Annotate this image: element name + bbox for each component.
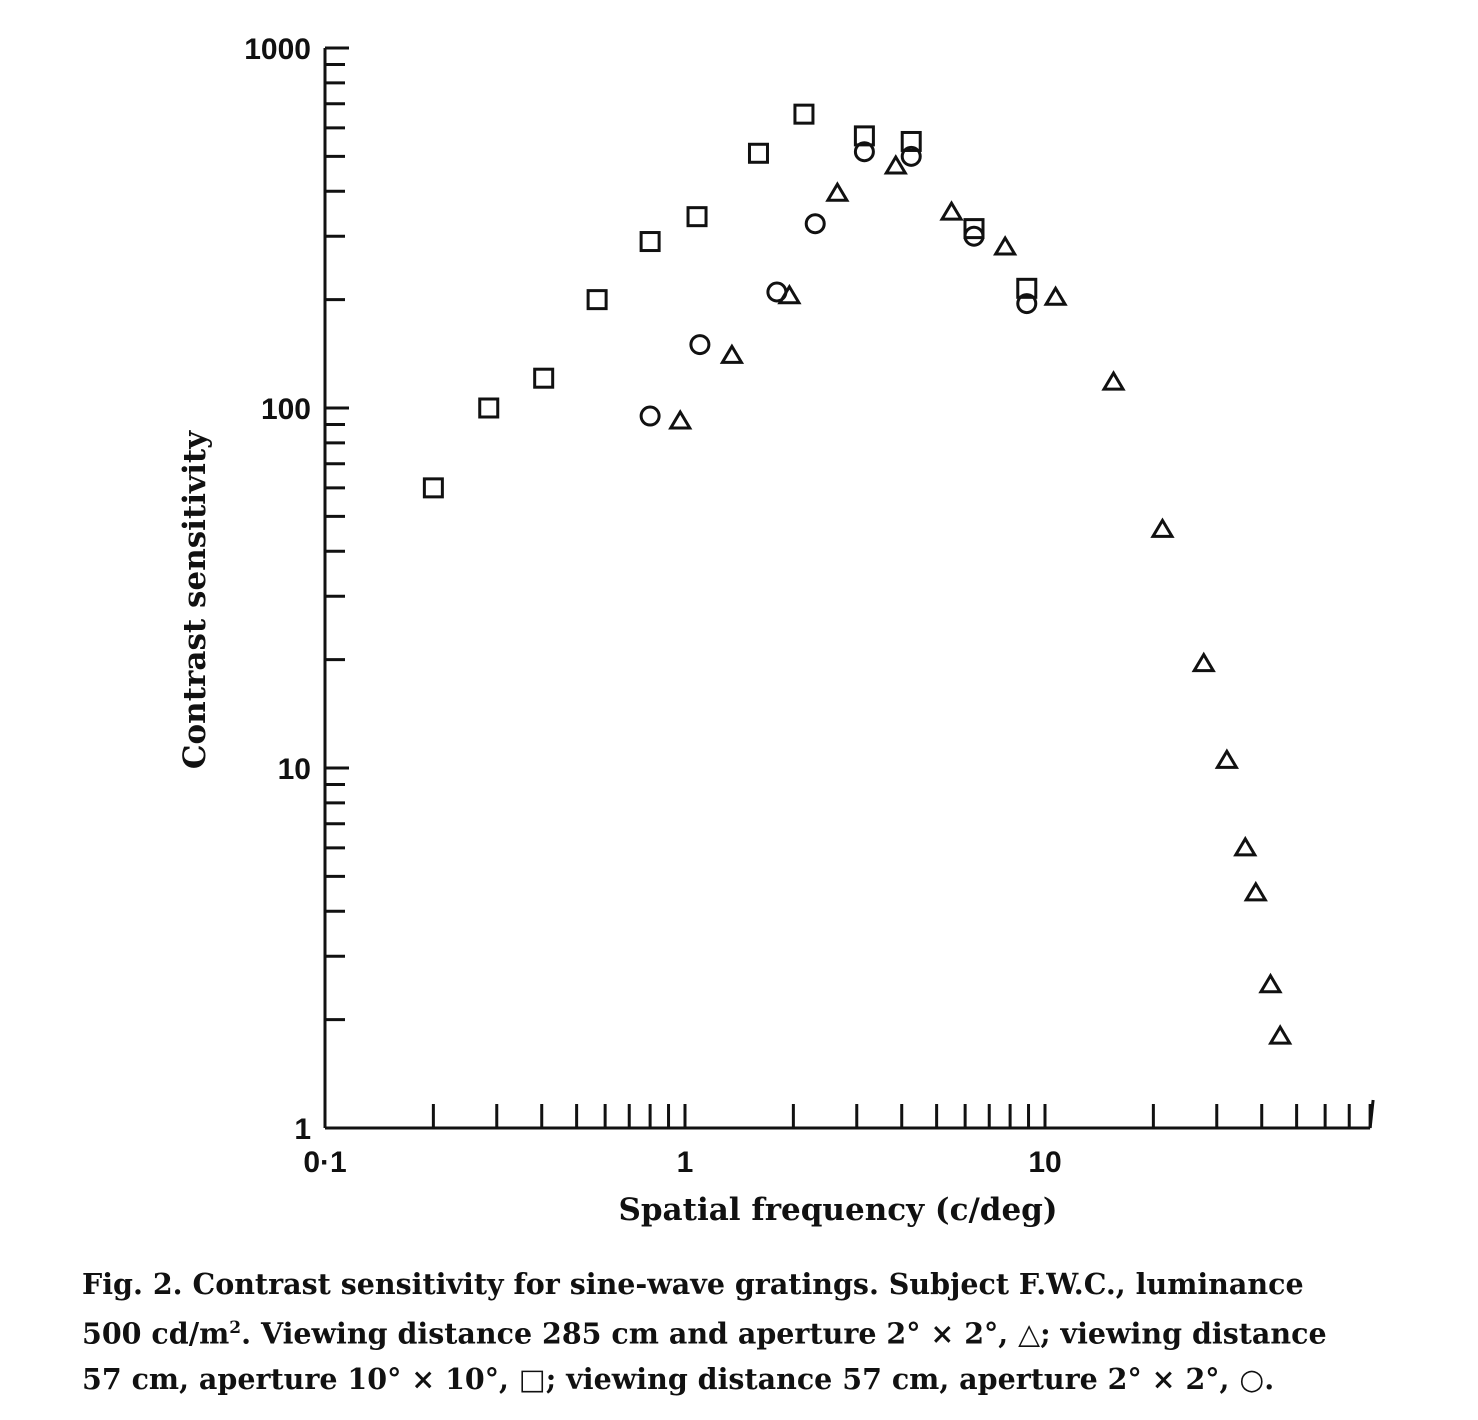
- axes: [323, 48, 1371, 1130]
- square-point: [422, 477, 444, 499]
- square-point: [586, 289, 608, 311]
- circle-point: [1016, 293, 1038, 315]
- triangle-point: [1043, 285, 1068, 306]
- circle-symbol: ○: [1239, 1362, 1265, 1396]
- square-point: [533, 367, 555, 389]
- square-point: [747, 142, 769, 164]
- square-point: [900, 130, 922, 152]
- y-tick-label: 10: [278, 753, 311, 786]
- x-tick: [1368, 1099, 1375, 1129]
- triangle-point: [1191, 651, 1216, 673]
- data-points: [422, 103, 1293, 1045]
- circle-point: [963, 225, 985, 247]
- triangle-point: [1258, 972, 1283, 994]
- y-tick-label: 100: [261, 393, 311, 426]
- x-tick-label: 1: [677, 1146, 694, 1179]
- triangle-point: [1268, 1024, 1293, 1045]
- y-axis-title: Contrast sensitivity: [177, 430, 213, 769]
- circle-point: [900, 145, 922, 167]
- circle-point: [804, 213, 826, 235]
- caption-text: 500 cd/m: [82, 1316, 230, 1351]
- circle-point: [639, 405, 661, 427]
- square-point: [639, 231, 661, 253]
- triangle-point: [993, 235, 1018, 256]
- square-point: [853, 125, 875, 147]
- triangle-point: [825, 181, 850, 202]
- triangle-point: [939, 200, 964, 221]
- caption-line-3: 57 cm, aperture 10° × 10°, □; viewing di…: [82, 1357, 1442, 1402]
- circle-point: [853, 141, 875, 163]
- caption-text: .: [1264, 1361, 1275, 1396]
- square-point: [793, 103, 815, 125]
- caption-text: . Viewing distance 285 cm and aperture 2…: [241, 1316, 1009, 1351]
- caption-text: 57 cm, aperture 10° × 10°,: [82, 1361, 509, 1396]
- square-point: [1016, 277, 1038, 299]
- caption-superscript: 2: [229, 1318, 242, 1338]
- triangle-point: [1214, 748, 1239, 769]
- caption-line-2: 500 cd/m2. Viewing distance 285 cm and a…: [82, 1306, 1442, 1357]
- square-point: [478, 397, 500, 419]
- triangle-point: [1150, 517, 1175, 538]
- circle-point: [766, 281, 788, 303]
- square-point: [686, 206, 708, 228]
- triangle-point: [883, 154, 908, 175]
- triangle-point: [1243, 880, 1268, 902]
- caption-text: Fig. 2. Contrast sensitivity for sine-wa…: [82, 1267, 1304, 1301]
- triangle-symbol: △: [1018, 1317, 1041, 1351]
- triangle-point: [719, 343, 745, 364]
- x-tick-label: 0·1: [303, 1146, 346, 1179]
- triangle-point: [668, 409, 693, 430]
- x-tick-label: 10: [1028, 1146, 1061, 1179]
- caption-text: ; viewing distance 57 cm, aperture 2° × …: [545, 1361, 1230, 1396]
- triangle-point: [1101, 370, 1126, 391]
- y-tick-label: 1: [294, 1113, 311, 1146]
- caption-line-1: Fig. 2. Contrast sensitivity for sine-wa…: [82, 1262, 1442, 1306]
- ticks: [325, 46, 1375, 1130]
- y-tick-label: 1000: [244, 33, 311, 66]
- figure-caption: Fig. 2. Contrast sensitivity for sine-wa…: [82, 1262, 1442, 1402]
- caption-text: ; viewing distance: [1040, 1316, 1327, 1351]
- square-symbol: □: [518, 1362, 546, 1396]
- x-axis-title: Spatial frequency (c/deg): [618, 1192, 1057, 1228]
- square-point: [963, 218, 985, 240]
- circle-point: [689, 334, 711, 356]
- triangle-point: [1233, 835, 1258, 857]
